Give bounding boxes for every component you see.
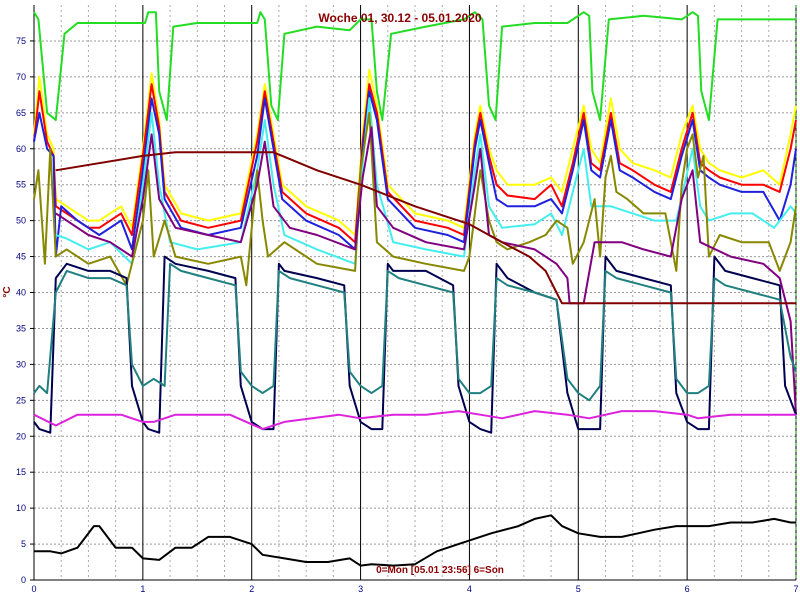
x-tick-label: 1 [140, 584, 145, 594]
series-line-4 [33, 90, 797, 258]
x-tick-label: 5 [576, 584, 581, 594]
x-tick-label: 7 [793, 584, 798, 594]
y-tick-label: 5 [21, 539, 26, 549]
y-tick-label: 45 [16, 252, 26, 262]
x-tick-label: 2 [249, 584, 254, 594]
x-tick-label: 4 [467, 584, 472, 594]
y-tick-label: 30 [16, 359, 26, 369]
series-line-12 [34, 514, 796, 567]
series-line-9 [33, 262, 797, 402]
y-tick-label: 75 [16, 36, 26, 46]
y-tick-label: 55 [16, 180, 26, 190]
series-line-6 [33, 111, 797, 287]
y-axis-label: °C [2, 286, 13, 297]
series-line-3 [33, 83, 797, 244]
x-tick-label: 3 [358, 584, 363, 594]
y-tick-label: 65 [16, 108, 26, 118]
y-tick-label: 20 [16, 431, 26, 441]
chart-footer: 0=Mon [05.01 23:56] 6=Son [376, 565, 504, 576]
series-line-1 [33, 11, 796, 121]
series-line-11 [55, 151, 796, 305]
x-tick-label: 6 [685, 584, 690, 594]
y-tick-label: 50 [16, 216, 26, 226]
y-tick-label: 40 [16, 288, 26, 298]
y-tick-label: 35 [16, 323, 26, 333]
axis-layer [30, 5, 797, 581]
y-tick-label: 70 [16, 72, 26, 82]
series-line-10 [33, 410, 796, 431]
y-tick-label: 0 [21, 575, 26, 585]
x-tick-label: 0 [31, 584, 36, 594]
chart-title: Woche 01, 30.12 - 05.01.2020 [318, 11, 482, 25]
series-layer [33, 11, 797, 567]
y-tick-label: 15 [16, 467, 26, 477]
series-line-7 [55, 126, 797, 415]
y-tick-label: 60 [16, 144, 26, 154]
y-tick-label: 10 [16, 503, 26, 513]
y-tick-label: 25 [16, 395, 26, 405]
